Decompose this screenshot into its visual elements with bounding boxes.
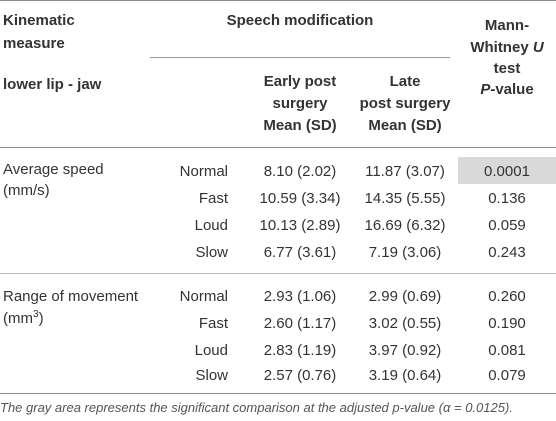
group2-measure-line1: Range of movement [3, 288, 139, 305]
table-row-condition: Fast [198, 315, 228, 332]
table-cell-early: 10.13 (2.89) [259, 217, 341, 234]
header-mw-line4: P-value [458, 80, 556, 99]
table-row-condition: Normal [179, 288, 228, 305]
table-cell-late: 14.35 (5.55) [364, 190, 446, 207]
group1-measure-line2: (mm/s) [3, 182, 50, 199]
header-mw-u: U [532, 39, 544, 56]
header-mw-value: -value [490, 81, 534, 98]
table-row-condition: Fast [198, 190, 228, 207]
table-cell-late: 3.19 (0.64) [368, 367, 442, 384]
table-row-condition: Loud [194, 342, 228, 359]
header-mw-whitney: Whitney [470, 39, 533, 56]
table-cell-early: 6.77 (3.61) [263, 244, 337, 261]
table-cell-p: 0.081 [488, 342, 526, 359]
header-early-line2: surgery [272, 95, 328, 112]
header-mw-line2: Whitney U [458, 38, 556, 57]
table-cell-early: 2.93 (1.06) [263, 288, 337, 305]
header-span-rule [150, 57, 450, 58]
table-footnote: The gray area represents the significant… [0, 400, 513, 415]
group2-unit-suffix: ) [38, 310, 44, 327]
table-cell-early: 2.83 (1.19) [263, 342, 337, 359]
header-mw-line1: Mann- [484, 17, 530, 34]
header-early-line1: Early post [263, 73, 337, 90]
header-mw-p: P [480, 81, 491, 98]
table-cell-late: 3.97 (0.92) [368, 342, 442, 359]
table-row-condition: Normal [179, 163, 228, 180]
table-top-rule [0, 0, 556, 1]
table-row-condition: Slow [195, 244, 228, 261]
header-speech-modification: Speech modification [226, 12, 374, 29]
header-bottom-rule [0, 147, 556, 148]
group-separator [0, 273, 556, 274]
header-lower-lip-jaw: lower lip - jaw [3, 76, 102, 93]
table-cell-early: 8.10 (2.02) [263, 163, 337, 180]
header-kinematic: Kinematic [3, 12, 75, 29]
table-bottom-rule [0, 393, 556, 394]
header-measure: measure [3, 35, 65, 52]
table-cell-early: 10.59 (3.34) [259, 190, 341, 207]
table-cell-p: 0.243 [488, 244, 526, 261]
table-cell-p: 0.190 [488, 315, 526, 332]
table-cell-late: 7.19 (3.06) [368, 244, 442, 261]
group1-measure-line1: Average speed [3, 161, 104, 178]
header-mw-line3: test [493, 60, 521, 77]
table-cell-early: 2.57 (0.76) [263, 367, 337, 384]
group2-measure-line2: (mm3) [3, 309, 44, 328]
table-cell-p: 0.0001 [484, 163, 530, 180]
table-cell-p: 0.079 [488, 367, 526, 384]
table-cell-p: 0.136 [488, 190, 526, 207]
header-late-line1: Late [389, 73, 421, 90]
table-row-condition: Slow [195, 367, 228, 384]
table-cell-late: 11.87 (3.07) [365, 163, 445, 180]
table-cell-late: 2.99 (0.69) [368, 288, 442, 305]
header-late-line3: Mean (SD) [368, 117, 442, 134]
table-cell-late: 16.69 (6.32) [364, 217, 446, 234]
table-row-condition: Loud [194, 217, 228, 234]
group2-unit-exponent: 3 [33, 309, 39, 320]
table-cell-p: 0.260 [488, 288, 526, 305]
table-cell-early: 2.60 (1.17) [263, 315, 337, 332]
group2-unit-prefix: (mm [3, 310, 33, 327]
table-cell-p: 0.059 [488, 217, 526, 234]
header-early-line3: Mean (SD) [263, 117, 337, 134]
header-late-line2: post surgery [359, 95, 451, 112]
table-cell-late: 3.02 (0.55) [368, 315, 442, 332]
significant-highlight [458, 157, 556, 184]
